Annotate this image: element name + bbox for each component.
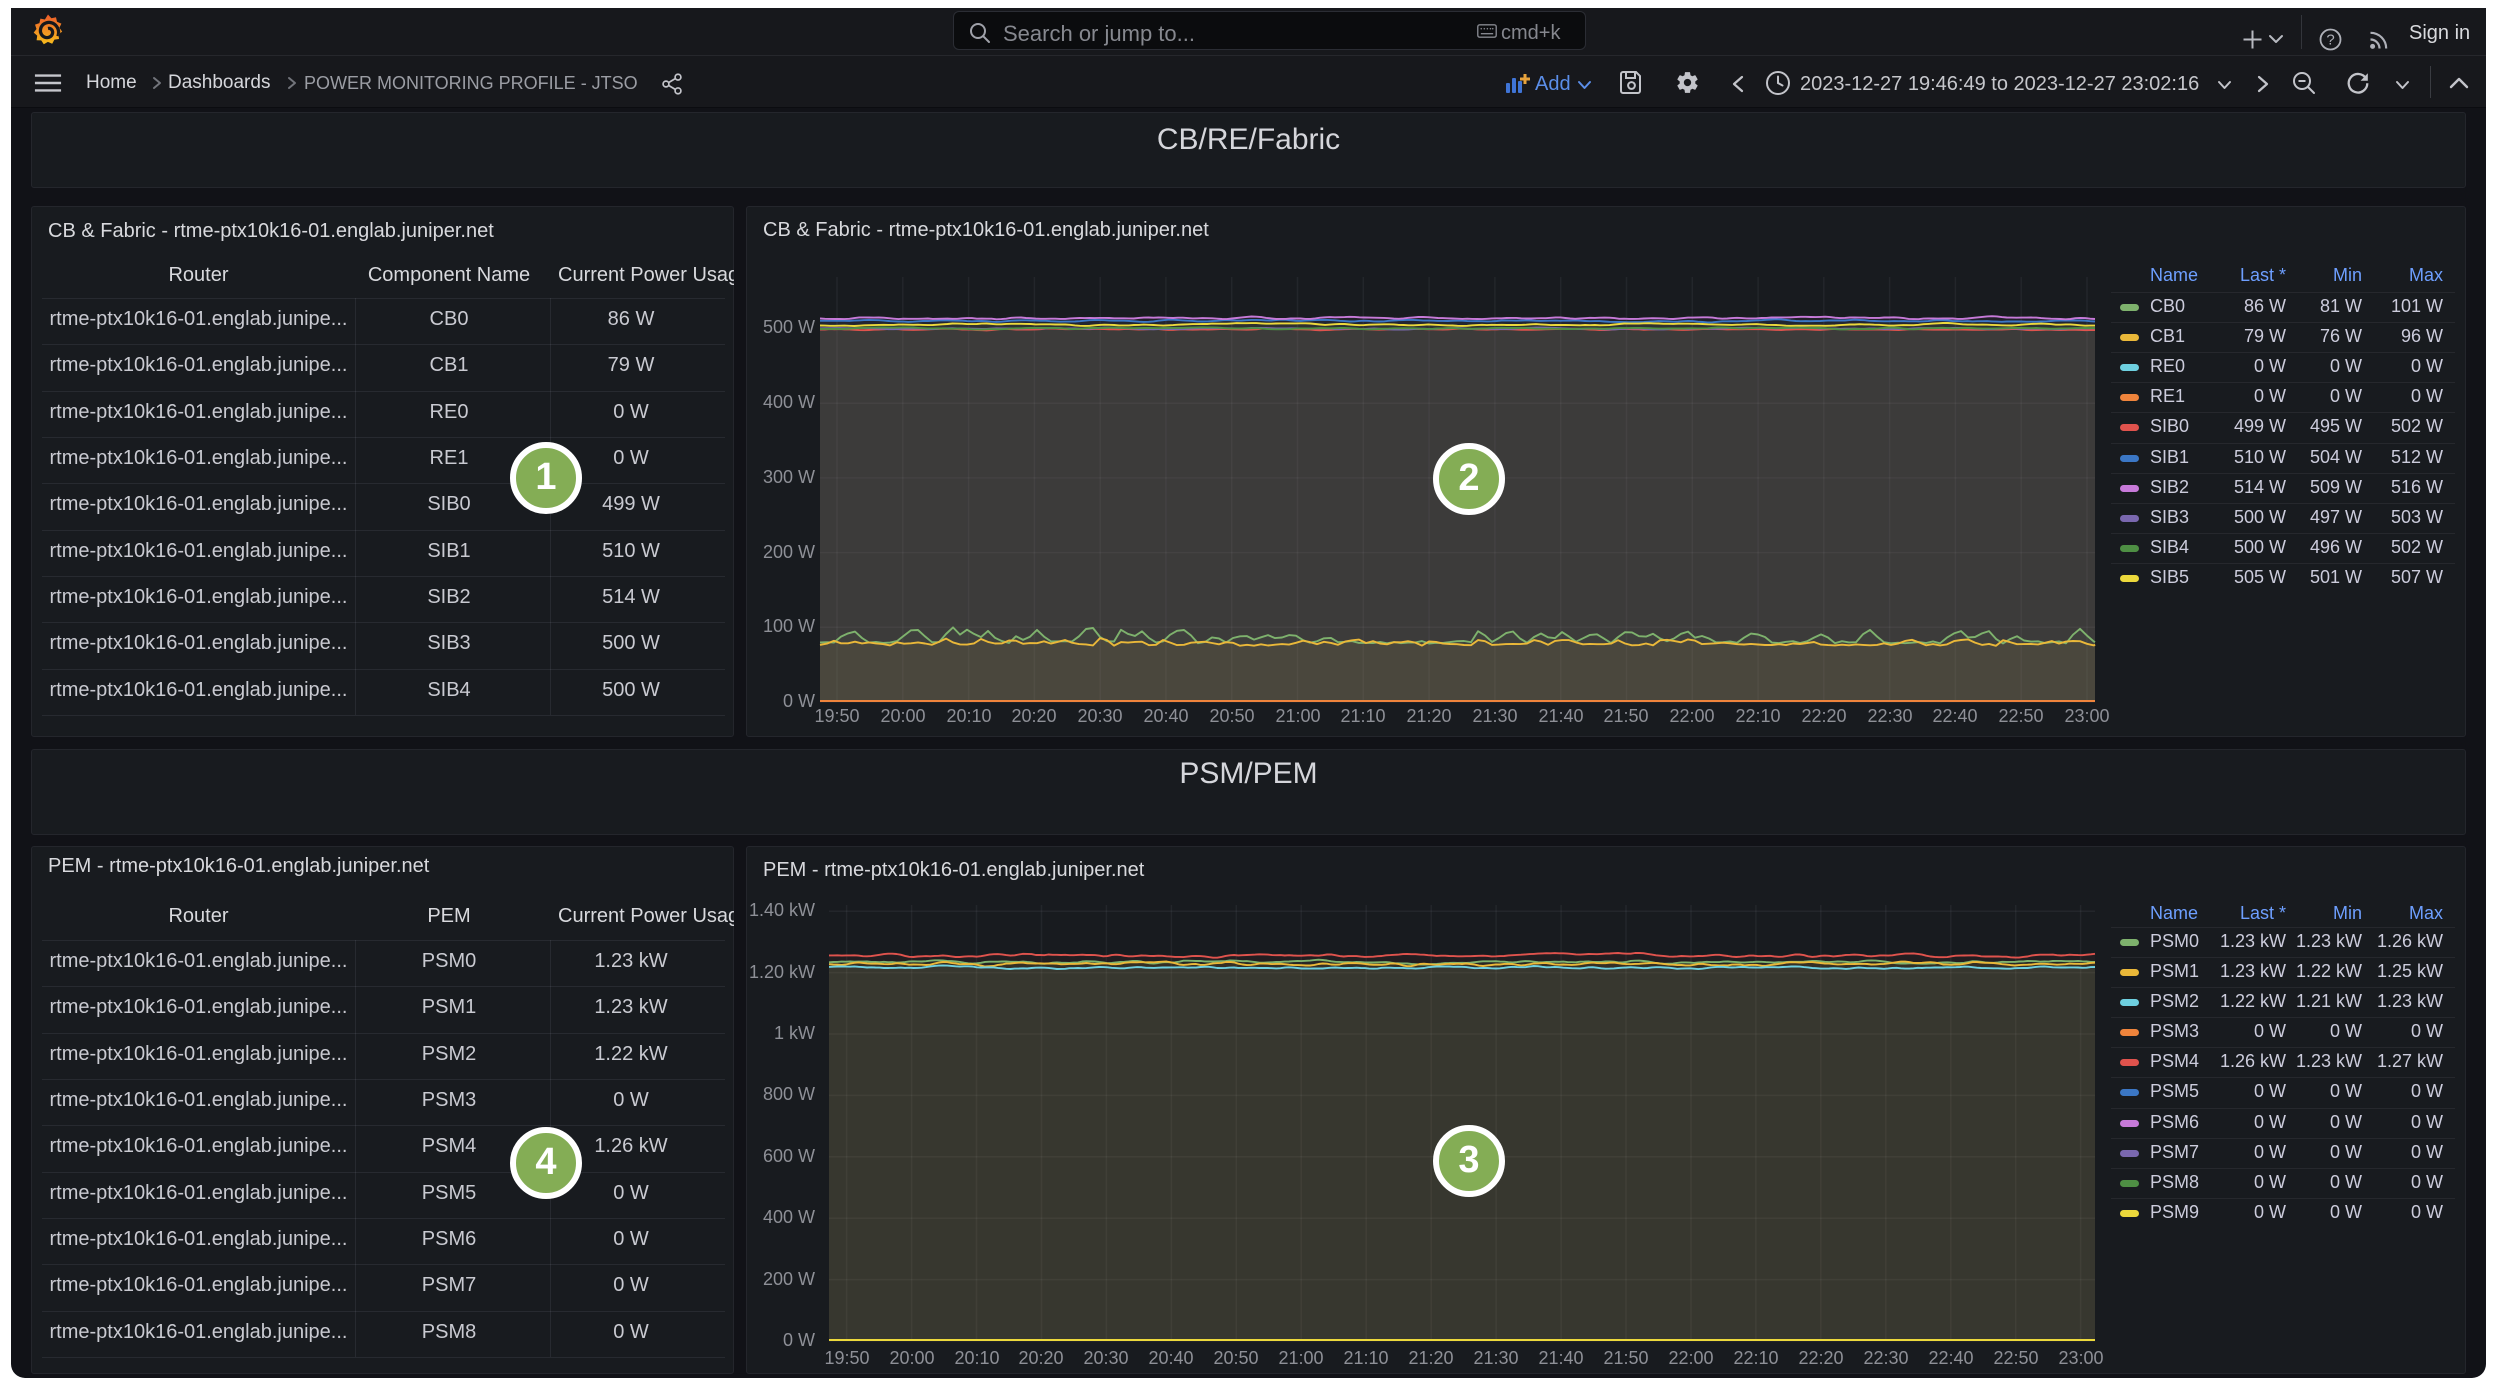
svg-text:?: ? (2326, 32, 2334, 49)
